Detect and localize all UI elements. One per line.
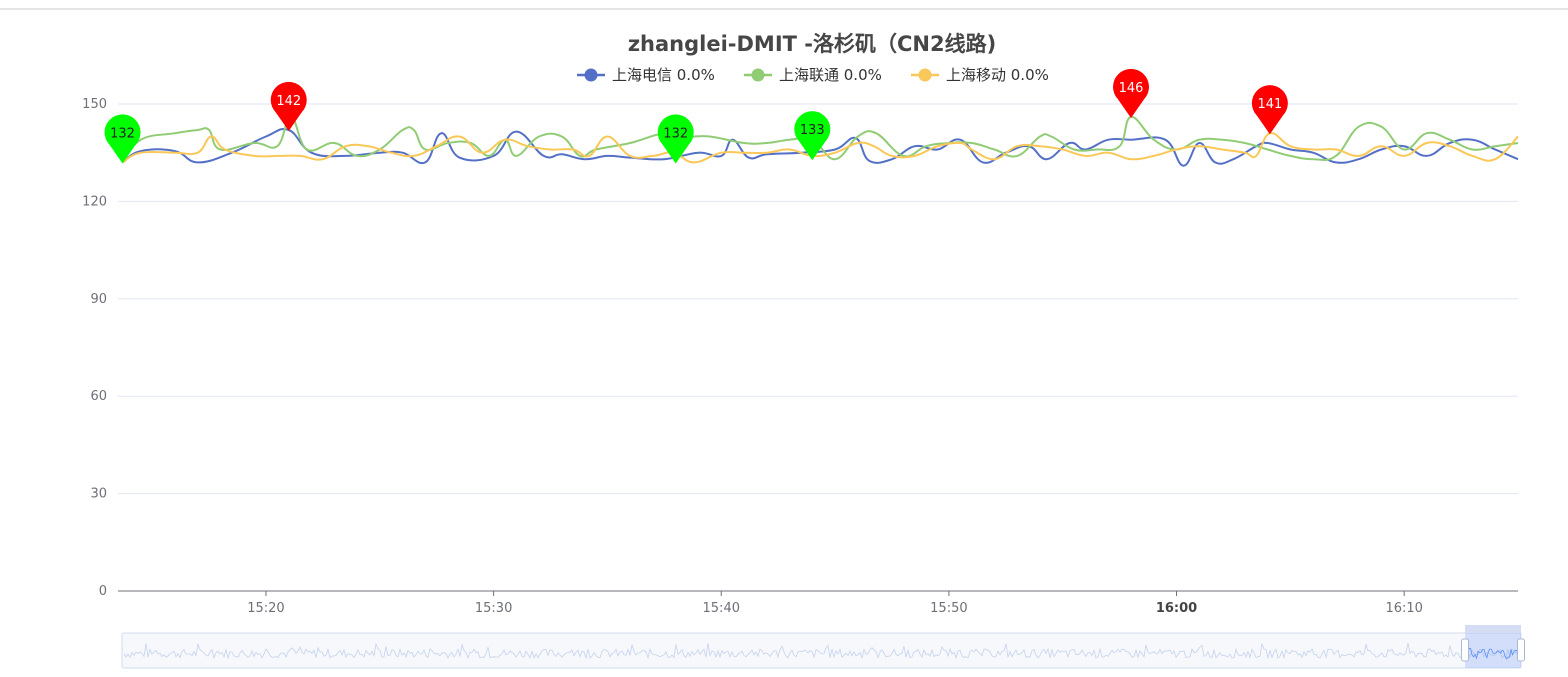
pin-value-label: 146 bbox=[1119, 81, 1144, 96]
y-tick-label: 30 bbox=[90, 487, 107, 502]
marker-pin-min: 132 bbox=[104, 114, 141, 164]
x-axis: 15:20 15:30 15:40 15:50 16:00 16:10 bbox=[118, 590, 1518, 616]
zoom-left-handle[interactable] bbox=[1461, 638, 1470, 662]
marker-pins: 142 132 146 133 141 132 bbox=[104, 68, 1288, 164]
zoom-window-line bbox=[1465, 647, 1519, 660]
x-tick-label: 15:50 bbox=[930, 601, 967, 616]
pin-value-label: 142 bbox=[276, 94, 301, 109]
legend-label: 上海移动 0.0% bbox=[946, 66, 1049, 84]
y-tick-label: 0 bbox=[99, 584, 107, 599]
pin-value-label: 132 bbox=[110, 126, 135, 141]
series-line-3 bbox=[122, 132, 1519, 164]
x-tick-label: 16:10 bbox=[1385, 601, 1422, 616]
zoom-selected-window[interactable] bbox=[1465, 633, 1521, 668]
data-zoom-slider[interactable] bbox=[121, 625, 1525, 669]
pin-value-label: 141 bbox=[1257, 97, 1282, 112]
chart-title: zhanglei-DMIT -洛杉矶（CN2线路) bbox=[628, 32, 996, 56]
legend-label: 上海联通 0.0% bbox=[779, 66, 882, 84]
top-divider bbox=[0, 8, 1568, 10]
pin-shape bbox=[270, 81, 307, 131]
marker-pin-max: 146 bbox=[1113, 68, 1150, 118]
legend-item-2[interactable]: 上海联通 0.0% bbox=[744, 66, 882, 84]
series-line-1 bbox=[122, 127, 1519, 167]
legend-item-3[interactable]: 上海移动 0.0% bbox=[911, 66, 1049, 84]
legend-dot-icon bbox=[751, 68, 765, 82]
grid-lines bbox=[118, 103, 1518, 495]
pin-value-label: 133 bbox=[800, 123, 825, 138]
y-tick-label: 150 bbox=[82, 97, 107, 112]
legend-dot-icon bbox=[918, 68, 932, 82]
legend-label: 上海电信 0.0% bbox=[612, 66, 715, 84]
zoom-overview-line bbox=[123, 642, 1519, 660]
pin-shape bbox=[104, 114, 141, 164]
y-tick-label: 90 bbox=[90, 292, 107, 307]
marker-pin-min: 133 bbox=[794, 111, 831, 161]
legend[interactable]: 上海电信 0.0% 上海联通 0.0% 上海移动 0.0% bbox=[577, 66, 1049, 84]
pin-value-label: 132 bbox=[663, 126, 688, 141]
legend-item-1[interactable]: 上海电信 0.0% bbox=[577, 66, 715, 84]
x-tick-label: 15:40 bbox=[703, 601, 740, 616]
pin-shape bbox=[794, 111, 831, 161]
pin-shape bbox=[1251, 85, 1288, 135]
marker-pin-min: 132 bbox=[657, 114, 694, 164]
x-tick-label: 16:00 bbox=[1156, 601, 1197, 616]
zoom-move-handle[interactable] bbox=[1465, 625, 1521, 633]
legend-dot-icon bbox=[584, 68, 598, 82]
pin-shape bbox=[657, 114, 694, 164]
pin-shape bbox=[1113, 68, 1150, 118]
x-tick-label: 15:30 bbox=[475, 601, 512, 616]
x-tick-label: 15:20 bbox=[247, 601, 284, 616]
y-axis: 0 30 60 90 120 150 bbox=[82, 97, 107, 599]
y-tick-label: 60 bbox=[90, 389, 107, 404]
marker-pin-max: 142 bbox=[270, 81, 307, 131]
y-tick-label: 120 bbox=[82, 194, 107, 209]
marker-pin-max: 141 bbox=[1251, 85, 1288, 135]
zoom-right-handle[interactable] bbox=[1517, 638, 1525, 662]
